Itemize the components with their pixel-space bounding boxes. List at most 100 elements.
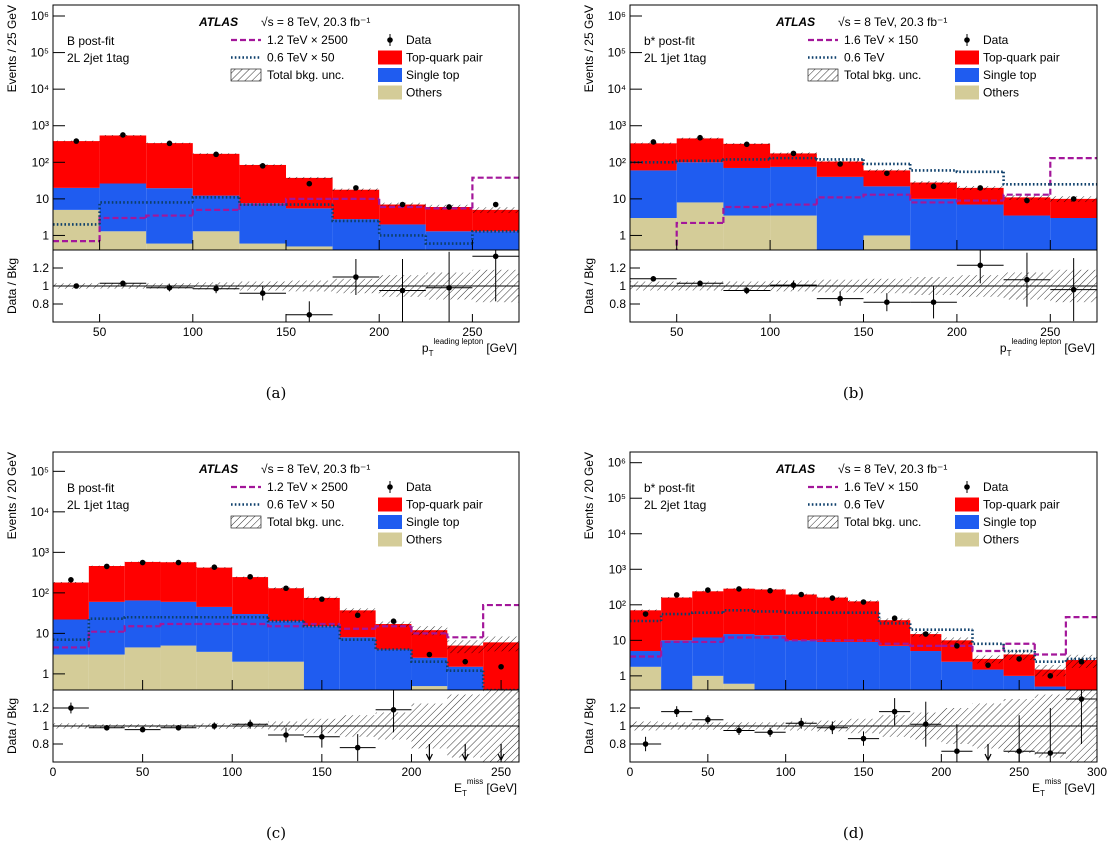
legend-label: 1.6 TeV × 150	[844, 480, 919, 494]
stack-bar	[53, 654, 89, 690]
stack-bar	[847, 601, 880, 642]
unc-band	[286, 176, 333, 179]
x-tick-label: 200	[401, 765, 421, 779]
signal-step	[123, 625, 161, 632]
stack-bar	[88, 654, 125, 690]
x-tick-label: 100	[776, 765, 796, 779]
x-tick-label: 150	[276, 325, 296, 339]
legend-swatch	[378, 497, 402, 512]
signal-step	[862, 159, 911, 166]
y-axis-label: Events / 20 GeV	[582, 452, 596, 539]
signal-step	[1064, 657, 1097, 662]
stack-bar	[770, 166, 817, 216]
ratio-point	[390, 707, 397, 713]
signal-step	[482, 603, 519, 638]
legend-swatch	[230, 515, 262, 529]
ratio-plot	[53, 690, 519, 762]
unc-band	[483, 636, 519, 652]
stack-bar	[910, 692, 941, 701]
stack-bar	[676, 162, 724, 203]
x-tick-label: 150	[853, 765, 873, 779]
legend-label: Single top	[406, 68, 460, 82]
ratio-y-axis-label: Data / Bkg	[582, 698, 596, 754]
x-axis-label: ETmiss [GeV]	[454, 777, 517, 798]
stack-bar	[99, 231, 147, 250]
y-tick-label: 10³	[32, 545, 49, 559]
data-point	[743, 141, 750, 148]
y-tick-label: 1	[619, 669, 626, 683]
ratio-point	[930, 299, 937, 306]
signal-step	[331, 204, 380, 223]
stack-bar	[196, 567, 233, 607]
stack-bar	[375, 649, 412, 690]
legend-swatch	[230, 68, 262, 82]
stack-bar	[472, 209, 519, 232]
stack-bar	[972, 692, 1003, 701]
signal-step	[284, 197, 333, 205]
x-label-sub: T	[1007, 349, 1012, 358]
y-tick-label: 10⁶	[31, 9, 49, 23]
stack-bar	[956, 204, 1004, 250]
ratio-point	[860, 735, 867, 742]
stack-bar	[1050, 217, 1097, 250]
signal-step	[191, 208, 240, 216]
ratio-point	[68, 705, 74, 711]
ratio-point	[922, 721, 929, 727]
signal-step	[191, 196, 240, 203]
signal-step	[784, 637, 817, 642]
ratio-point	[247, 721, 253, 727]
x-tick-label: 250	[1040, 325, 1060, 339]
stack-bar	[303, 597, 340, 627]
unc-band	[411, 626, 448, 636]
legend-label: Data	[983, 33, 1009, 47]
stack-bar	[192, 153, 240, 196]
legend-swatch	[955, 68, 979, 82]
data-point	[492, 201, 499, 208]
caption: (c)	[266, 824, 286, 842]
unc-band	[447, 640, 484, 654]
legend-label: Data	[406, 33, 432, 47]
stack-bar	[723, 634, 755, 684]
signal-step	[1033, 651, 1066, 664]
x-tick-label: 50	[93, 325, 107, 339]
stack-bar	[785, 594, 817, 641]
signal-step	[784, 611, 817, 614]
ratio-point	[166, 285, 173, 291]
stack-bar	[770, 153, 817, 167]
ratio-y-tick-label: 1	[42, 279, 49, 293]
ratio-point	[1078, 696, 1085, 702]
stack-bar	[53, 141, 100, 188]
signal-step	[815, 196, 864, 205]
x-tick-label: 300	[1087, 765, 1107, 779]
stack-bar	[232, 614, 269, 662]
signal-step	[1002, 171, 1051, 186]
stack-bar	[863, 235, 911, 250]
stack-bar	[630, 143, 677, 171]
legend-label: 0.6 TeV × 50	[267, 498, 335, 512]
caption: (d)	[843, 824, 864, 842]
signal-step	[378, 198, 426, 209]
signal-step	[1049, 157, 1097, 195]
ratio-point	[767, 729, 773, 736]
stack-bar	[910, 198, 957, 250]
legend-label: Others	[983, 533, 1019, 547]
signal-step	[768, 156, 817, 160]
x-label-sup: leading lepton	[433, 337, 483, 346]
ratio-point	[837, 295, 843, 302]
y-tick-label: 10²	[32, 586, 49, 600]
stack-bar	[286, 246, 333, 250]
main-plot	[53, 132, 519, 250]
stack-bar	[661, 640, 693, 690]
stack-bar	[160, 562, 197, 602]
ratio-point	[175, 725, 182, 731]
y-tick-label: 10⁵	[608, 491, 626, 505]
stack-bar	[286, 208, 333, 247]
signal-step	[1002, 643, 1035, 653]
stack-bar	[472, 231, 519, 250]
unc-band	[1003, 195, 1051, 200]
signal-step	[722, 636, 755, 642]
stack-bar	[879, 692, 910, 694]
data-point	[498, 663, 504, 670]
y-axis-label: Events / 25 GeV	[5, 5, 19, 92]
